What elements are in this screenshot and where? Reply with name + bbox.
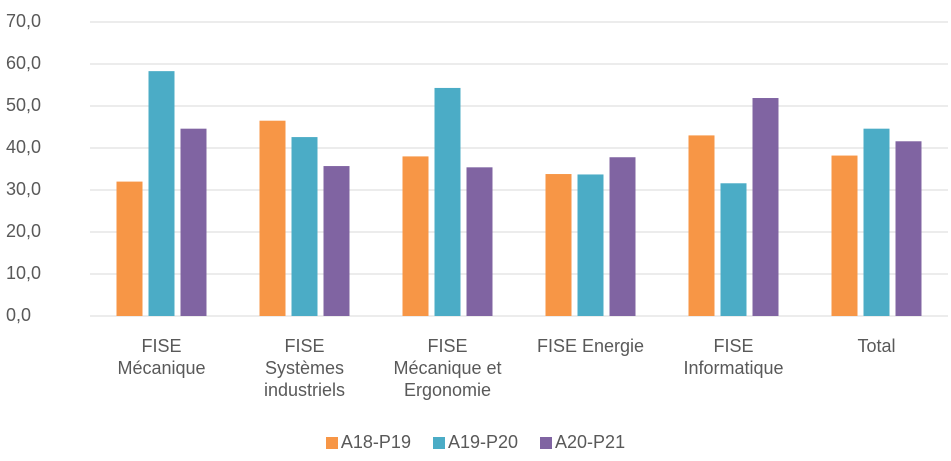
y-tick-label: 0,0 bbox=[6, 305, 31, 325]
bar bbox=[752, 98, 779, 317]
legend: A18-P19 A19-P20 A20-P21 bbox=[0, 432, 951, 453]
legend-label: A18-P19 bbox=[340, 432, 411, 452]
bar bbox=[895, 141, 922, 316]
x-tick-label: FISE Energie bbox=[536, 336, 645, 356]
bar bbox=[323, 166, 350, 316]
y-tick-label: 60,0 bbox=[6, 53, 41, 73]
x-tick-label: FISE Mécanique et Ergonomie bbox=[393, 336, 502, 400]
legend-swatch bbox=[540, 436, 553, 449]
bar bbox=[291, 137, 318, 316]
bar bbox=[863, 128, 890, 316]
legend-item: A19-P20 bbox=[432, 432, 519, 453]
bar bbox=[180, 128, 207, 316]
x-tick-label: FISE Mécanique bbox=[117, 336, 206, 378]
legend-swatch bbox=[325, 436, 338, 449]
y-tick-label: 20,0 bbox=[6, 221, 41, 241]
legend-label: A19-P20 bbox=[447, 432, 519, 452]
y-tick-label: 70,0 bbox=[6, 11, 41, 31]
bar bbox=[688, 135, 715, 316]
bar bbox=[116, 181, 143, 316]
bar bbox=[720, 183, 747, 316]
bar bbox=[545, 174, 572, 316]
bar bbox=[402, 156, 429, 316]
x-tick-label: Total bbox=[857, 336, 896, 356]
y-tick-label: 30,0 bbox=[6, 179, 41, 199]
legend-item: A18-P19 bbox=[325, 432, 411, 453]
bar bbox=[609, 157, 636, 316]
legend-item: A20-P21 bbox=[540, 432, 625, 453]
bar bbox=[259, 120, 286, 316]
bar bbox=[148, 71, 175, 316]
bar bbox=[434, 87, 461, 316]
y-tick-label: 50,0 bbox=[6, 95, 41, 115]
y-tick-label: 40,0 bbox=[6, 137, 41, 157]
legend-swatch bbox=[432, 436, 445, 449]
bar bbox=[831, 155, 858, 316]
x-tick-label: FISE Informatique bbox=[683, 336, 784, 378]
y-tick-label: 10,0 bbox=[6, 263, 41, 283]
bar bbox=[577, 174, 604, 316]
legend-label: A20-P21 bbox=[555, 432, 626, 452]
x-tick-label: FISE Systèmes industriels bbox=[263, 336, 346, 400]
bar bbox=[466, 167, 493, 316]
